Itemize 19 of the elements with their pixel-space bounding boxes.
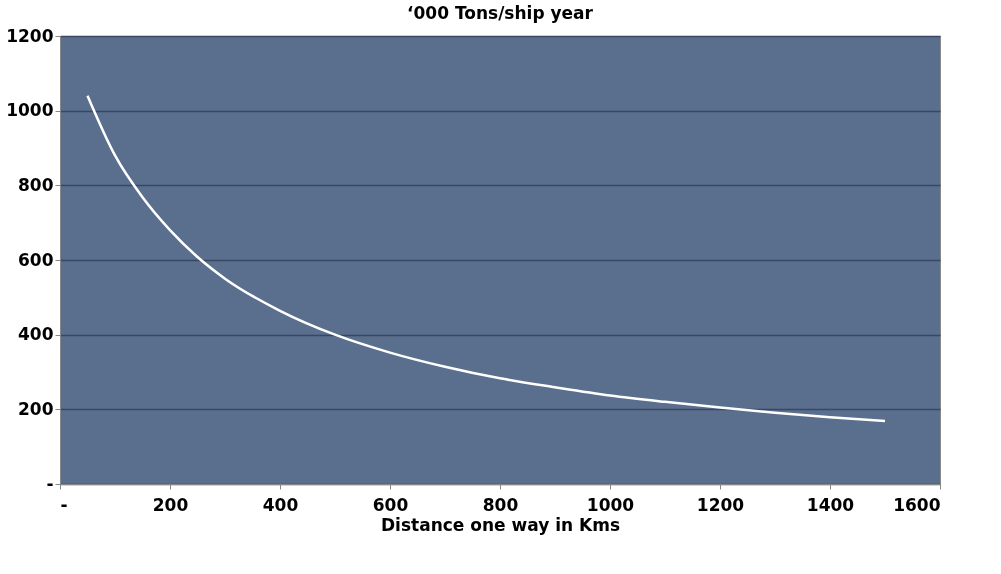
- x-tick-label: 800: [482, 494, 519, 515]
- y-tick-label: 800: [18, 174, 54, 195]
- y-tick-label: 1000: [6, 100, 54, 121]
- x-tick-label: 1600: [893, 494, 941, 515]
- x-axis-title: Distance one way in Kms: [380, 514, 621, 535]
- line-series: [86, 94, 887, 423]
- x-tick-label: 1000: [586, 494, 635, 515]
- y-tick-label: 1200: [6, 25, 54, 46]
- x-tick-label: 1400: [806, 494, 855, 515]
- x-tick-label: 1200: [696, 494, 745, 515]
- x-tick-label: 600: [372, 494, 409, 515]
- x-tick-label: 200: [152, 494, 189, 515]
- x-tick-label: 400: [262, 494, 299, 515]
- y-tick-label: 200: [18, 398, 54, 419]
- x-tick-label: -: [60, 494, 68, 515]
- chart-title: ‘000 Tons/ship year: [407, 3, 594, 23]
- y-tick-label: -: [46, 473, 54, 494]
- y-tick-label: 600: [18, 249, 54, 270]
- y-tick-label: 400: [18, 324, 54, 345]
